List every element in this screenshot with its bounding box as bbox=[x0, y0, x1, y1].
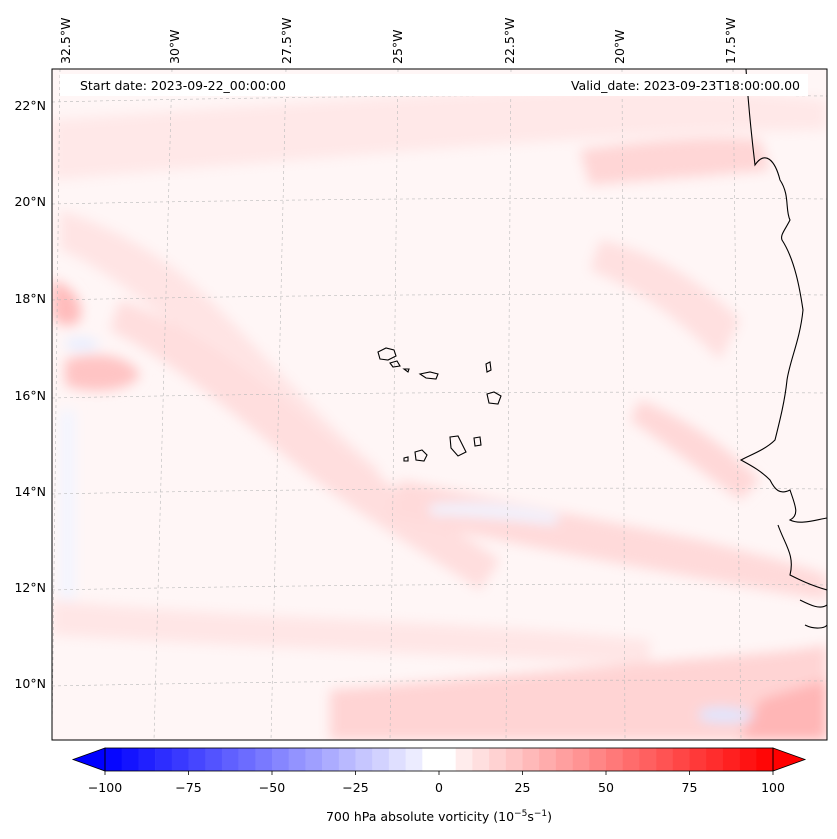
colorbar-ticks bbox=[104, 771, 774, 775]
colorbar-segment bbox=[272, 748, 289, 771]
colorbar-segment bbox=[522, 748, 540, 771]
colorbar-segment bbox=[405, 748, 423, 771]
colorbar-segments bbox=[105, 748, 774, 771]
colorbar-segment bbox=[439, 748, 456, 771]
colorbar-segment bbox=[589, 748, 607, 771]
colorbar-segment bbox=[606, 748, 623, 771]
cbar-tick-label: −50 bbox=[259, 780, 285, 795]
colorbar-segment bbox=[121, 748, 139, 771]
graticule bbox=[52, 69, 827, 740]
colorbar-segment bbox=[155, 748, 173, 771]
lat-label-20N: 20°N bbox=[14, 194, 46, 209]
colorbar-segment bbox=[539, 748, 557, 771]
colorbar-segment bbox=[338, 748, 356, 771]
lon-label-32.5W: 32.5°W bbox=[58, 18, 73, 64]
cbar-tick-label: 0 bbox=[435, 780, 443, 795]
colorbar-segment bbox=[188, 748, 206, 771]
cape-verde-santiago bbox=[449, 435, 467, 457]
lat-label-18N: 18°N bbox=[14, 291, 46, 306]
colorbar-segment bbox=[138, 748, 156, 771]
lon-label-20W: 20°W bbox=[612, 29, 627, 64]
latitude-labels: 22°N 20°N 18°N 16°N 14°N 12°N 10°N bbox=[14, 98, 46, 691]
lon-label-17.5W: 17.5°W bbox=[723, 18, 738, 64]
colorbar-segment bbox=[622, 748, 640, 771]
colorbar-segment bbox=[238, 748, 256, 771]
colorbar-tick-labels: −100 −75 −50 −25 0 25 50 75 100 bbox=[88, 780, 785, 795]
lat-label-22N: 22°N bbox=[14, 98, 46, 113]
colorbar-segment bbox=[171, 748, 189, 771]
cbar-tick-label: 25 bbox=[515, 780, 531, 795]
cape-verde-santo-antao bbox=[377, 347, 397, 361]
lon-label-30W: 30°W bbox=[167, 29, 182, 64]
colorbar-segment bbox=[505, 748, 523, 771]
colorbar-segment bbox=[756, 748, 774, 771]
colorbar-extend-min bbox=[71, 747, 106, 772]
colorbar-segment bbox=[455, 748, 473, 771]
colorbar-segment bbox=[288, 748, 306, 771]
colorbar-segment bbox=[572, 748, 590, 771]
lat-label-14N: 14°N bbox=[14, 484, 46, 499]
colorbar-segment bbox=[205, 748, 223, 771]
colorbar-segment bbox=[672, 748, 690, 771]
colorbar-segment bbox=[472, 748, 490, 771]
cape-verde-maio bbox=[473, 436, 482, 447]
colorbar-segment bbox=[322, 748, 340, 771]
colorbar-segment bbox=[489, 748, 507, 771]
date-banner bbox=[60, 74, 808, 96]
colorbar-segment bbox=[372, 748, 390, 771]
colorbar-segment bbox=[255, 748, 273, 771]
cape-verde-boa-vista bbox=[486, 391, 502, 405]
lat-label-12N: 12°N bbox=[14, 580, 46, 595]
map-frame bbox=[51, 68, 828, 741]
colorbar-segment bbox=[722, 748, 740, 771]
colorbar-segment bbox=[305, 748, 323, 771]
colorbar-segment bbox=[355, 748, 373, 771]
valid-date-label: Valid_date: 2023-09-23T18:00:00.00 bbox=[571, 78, 800, 93]
colorbar-segment bbox=[555, 748, 573, 771]
cbar-tick-label: −25 bbox=[342, 780, 368, 795]
cape-verde-santa-luzia bbox=[402, 368, 410, 373]
lat-label-16N: 16°N bbox=[14, 388, 46, 403]
colorbar-segment bbox=[105, 748, 122, 771]
colorbar-title: 700 hPa absolute vorticity (10−5s−1) bbox=[326, 809, 552, 824]
start-date-label: Start date: 2023-09-22_00:00:00 bbox=[80, 78, 286, 93]
lon-label-22.5W: 22.5°W bbox=[502, 18, 517, 64]
cbar-tick-label: −75 bbox=[175, 780, 201, 795]
map-panel: Start date: 2023-09-22_00:00:00 Valid_da… bbox=[51, 68, 828, 741]
colorbar-segment bbox=[639, 748, 657, 771]
coastline bbox=[377, 69, 827, 629]
colorbar-extend-max bbox=[772, 747, 807, 772]
lon-label-27.5W: 27.5°W bbox=[279, 18, 294, 64]
colorbar-segment bbox=[689, 748, 707, 771]
cape-verde-fogo bbox=[414, 449, 428, 462]
colorbar-segment bbox=[422, 748, 440, 771]
colorbar-segment bbox=[739, 748, 757, 771]
cape-verde-sal bbox=[485, 361, 492, 373]
longitude-labels: 32.5°W 30°W 27.5°W 25°W 22.5°W 20°W 17.5… bbox=[58, 18, 738, 64]
colorbar-segment bbox=[221, 748, 239, 771]
colorbar-segment bbox=[656, 748, 674, 771]
cape-verde-brava bbox=[403, 456, 409, 462]
lon-label-25W: 25°W bbox=[390, 29, 405, 64]
cbar-tick-label: 75 bbox=[682, 780, 698, 795]
colorbar-segment bbox=[388, 748, 406, 771]
africa-coastline bbox=[739, 69, 827, 523]
cape-verde-sao-nicolau bbox=[418, 371, 439, 380]
cbar-tick-label: 100 bbox=[761, 780, 785, 795]
colorbar: −100 −75 −50 −25 0 25 50 75 100 700 hPa … bbox=[71, 747, 807, 824]
cbar-tick-label: 50 bbox=[598, 780, 614, 795]
colorbar-segment bbox=[706, 748, 724, 771]
africa-coastline-south bbox=[777, 524, 827, 629]
vorticity-field bbox=[52, 88, 827, 740]
cape-verde-sao-vicente bbox=[389, 360, 401, 368]
lat-label-10N: 10°N bbox=[14, 676, 46, 691]
cbar-tick-label: −100 bbox=[88, 780, 122, 795]
